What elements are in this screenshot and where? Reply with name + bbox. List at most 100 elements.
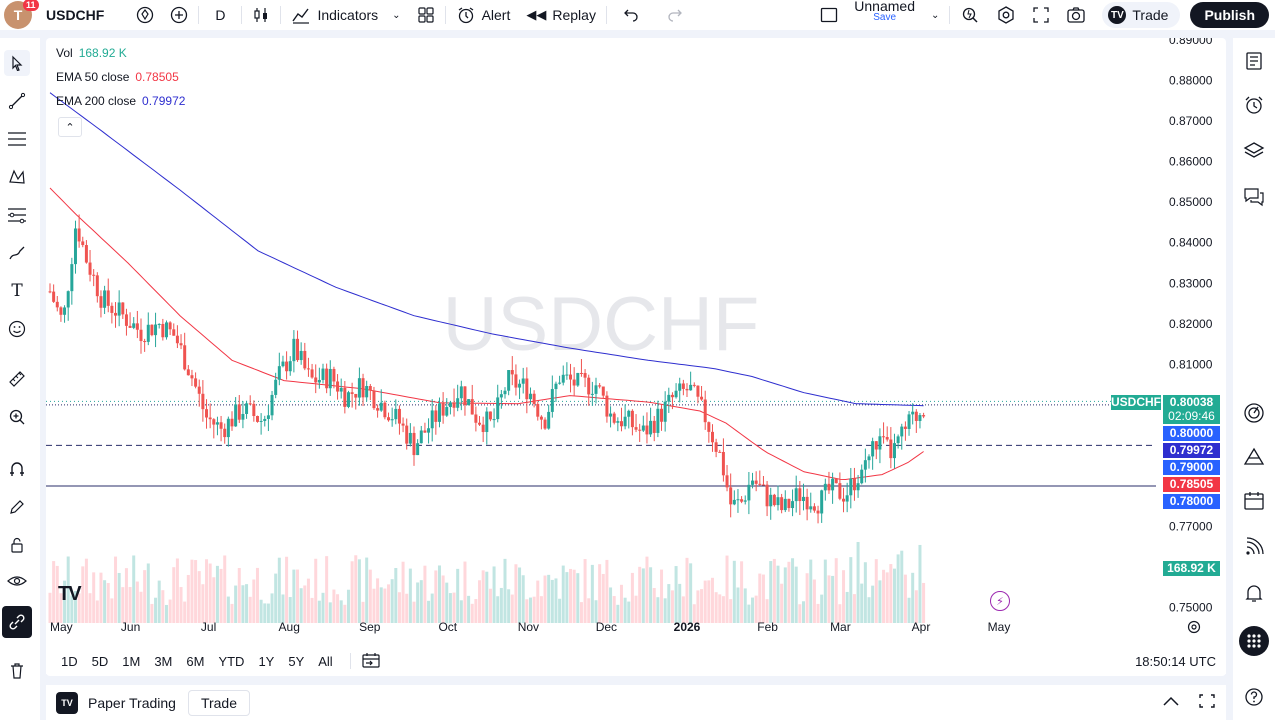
axis-settings-gear-icon[interactable] <box>1186 619 1202 635</box>
emoji-icon[interactable] <box>4 316 30 342</box>
volume-bar <box>219 568 223 623</box>
range-button-all[interactable]: All <box>318 653 333 669</box>
calendar-icon[interactable] <box>1241 488 1267 514</box>
eye-icon[interactable] <box>4 568 30 594</box>
camera-snapshot-icon[interactable] <box>1058 0 1094 30</box>
candle-body <box>801 496 805 502</box>
range-button-6m[interactable]: 6M <box>186 653 205 669</box>
candles-chart-type-icon[interactable] <box>244 0 278 30</box>
horizontal-lines-icon[interactable] <box>4 126 30 152</box>
trash-icon[interactable] <box>4 658 30 684</box>
volume-bar <box>478 580 482 623</box>
price-chart[interactable]: USDCHF 0.89000 0.88000 0.87000 0.86000 0.850… <box>46 38 1226 676</box>
volume-bar <box>492 566 496 623</box>
candle-body <box>609 413 613 417</box>
candle-body <box>710 431 714 443</box>
replay-button[interactable]: ◀◀ Replay <box>518 0 604 30</box>
indicator-templates-icon[interactable] <box>409 0 443 30</box>
symbol-search-button[interactable]: USDCHF <box>46 7 105 23</box>
cursor-icon[interactable] <box>4 50 30 76</box>
collapse-legend-chevron-up-icon[interactable]: ⌃ <box>58 117 82 137</box>
link-icon[interactable] <box>2 606 32 638</box>
pattern-icon[interactable] <box>4 164 30 190</box>
candle-body <box>106 290 110 306</box>
divider <box>444 6 446 24</box>
indicators-button[interactable]: Indicators ⌄ <box>283 0 408 30</box>
quick-search-icon[interactable] <box>952 0 988 30</box>
maximize-panel-icon[interactable] <box>1198 693 1216 712</box>
chat-icon[interactable] <box>1241 184 1267 210</box>
ema50-line[interactable] <box>49 187 924 481</box>
redo-icon[interactable] <box>653 0 697 30</box>
trend-line-icon[interactable] <box>4 88 30 114</box>
zoom-in-icon[interactable] <box>4 404 30 430</box>
publish-button[interactable]: Publish <box>1190 2 1269 28</box>
volume-legend[interactable]: Vol 168.92 K <box>56 46 127 60</box>
candle-body <box>252 403 256 417</box>
range-button-1d[interactable]: 1D <box>61 653 78 669</box>
chevron-down-icon[interactable]: ⌄ <box>392 9 401 21</box>
signal-broadcast-icon[interactable] <box>1241 534 1267 560</box>
candle-body <box>390 419 394 421</box>
paper-trading-tab[interactable]: Paper Trading <box>88 694 176 711</box>
fib-retracement-icon[interactable] <box>4 202 30 228</box>
help-icon[interactable] <box>1241 684 1267 710</box>
date-range-calendar-icon[interactable] <box>361 651 381 672</box>
layout-name-button[interactable]: Unnamed Save <box>846 0 923 30</box>
user-avatar[interactable]: T 11 <box>4 0 39 29</box>
range-button-1y[interactable]: 1Y <box>258 653 275 669</box>
tradingview-logo-icon[interactable]: TV <box>58 583 82 605</box>
replay-label: Replay <box>552 7 596 23</box>
range-button-1m[interactable]: 1M <box>122 653 141 669</box>
range-button-5y[interactable]: 5Y <box>288 653 305 669</box>
range-button-ytd[interactable]: YTD <box>218 653 245 669</box>
volume-bar <box>594 600 598 623</box>
expand-panel-chevron-up-icon[interactable] <box>1162 695 1180 710</box>
ruler-icon[interactable] <box>4 366 30 392</box>
volume-bar <box>674 566 678 623</box>
apps-grid-icon[interactable] <box>1239 626 1269 656</box>
pencil-lock-icon[interactable] <box>4 494 30 520</box>
range-button-3m[interactable]: 3M <box>154 653 173 669</box>
settings-gear-icon[interactable] <box>988 0 1024 30</box>
lock-icon[interactable] <box>4 532 30 558</box>
ema50-legend[interactable]: EMA 50 close 0.78505 <box>56 70 179 84</box>
clock-utc[interactable]: 18:50:14 UTC <box>1135 653 1216 669</box>
volume-bar <box>703 580 707 623</box>
volume-bar <box>510 594 514 623</box>
target-icon[interactable] <box>1241 400 1267 426</box>
brush-icon[interactable] <box>4 240 30 266</box>
candle-body <box>197 386 201 394</box>
compare-symbol-icon[interactable] <box>128 0 162 30</box>
chevron-down-icon[interactable]: ⌄ <box>930 9 940 21</box>
volume-bar <box>791 558 795 623</box>
footer-trade-button[interactable]: Trade <box>187 689 251 716</box>
candle-body <box>92 274 96 276</box>
notification-bell-icon[interactable] <box>1241 580 1267 606</box>
trade-button[interactable]: TV Trade <box>1102 2 1181 28</box>
ema200-line[interactable] <box>49 92 924 407</box>
undo-icon[interactable] <box>609 0 653 30</box>
add-symbol-icon[interactable] <box>162 0 196 30</box>
text-tool-icon[interactable]: T <box>11 281 23 301</box>
range-button-5d[interactable]: 5D <box>91 653 109 669</box>
layers-icon[interactable] <box>1241 138 1267 164</box>
candle-body <box>590 393 594 395</box>
alerts-clock-icon[interactable] <box>1241 92 1267 118</box>
candle-body <box>903 426 907 429</box>
candle-body <box>110 305 114 313</box>
pyramid-icon[interactable] <box>1241 444 1267 470</box>
interval-button[interactable]: D <box>215 7 226 23</box>
layout-square-icon[interactable] <box>812 0 846 30</box>
ema200-legend[interactable]: EMA 200 close 0.79972 <box>56 94 185 108</box>
watchlist-icon[interactable] <box>1241 48 1267 74</box>
candle-body <box>343 387 347 407</box>
volume-bar <box>266 603 270 623</box>
chart-panel[interactable]: USDCHF 0.89000 0.88000 0.87000 0.86000 0.850… <box>46 38 1226 676</box>
volume-bar <box>601 573 605 623</box>
magnet-icon[interactable] <box>4 456 30 482</box>
fullscreen-icon[interactable] <box>1024 0 1058 30</box>
lightning-event-icon[interactable]: ⚡ <box>990 591 1010 611</box>
alert-button[interactable]: Alert <box>448 0 519 30</box>
volume-bar <box>507 589 511 623</box>
